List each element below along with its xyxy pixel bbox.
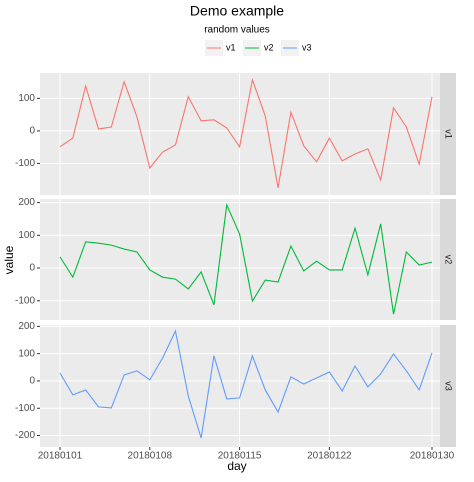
y-tick-label: 100	[18, 93, 35, 104]
y-axis-label: value	[2, 245, 16, 274]
x-tick-label: 20180101	[38, 451, 83, 462]
strip-label: v1	[444, 129, 454, 139]
strip-label: v3	[444, 381, 454, 391]
legend-label: v1	[226, 42, 236, 52]
strip-label: v2	[444, 255, 454, 265]
x-tick-label: 20180115	[218, 451, 262, 462]
x-tick-label: 20180130	[410, 451, 455, 462]
x-tick-label: 20180108	[128, 451, 173, 462]
chart-title: Demo example	[190, 3, 284, 19]
y-tick-label: -100	[15, 295, 35, 306]
y-tick-label: -200	[15, 430, 35, 441]
y-tick-label: -100	[15, 403, 35, 414]
y-tick-label: 200	[18, 321, 35, 332]
series-line	[59, 202, 433, 315]
strip	[440, 73, 456, 195]
y-tick-label: 200	[18, 197, 35, 208]
y-tick-label: 0	[29, 263, 35, 274]
legend-label: v3	[302, 42, 312, 52]
y-tick-label: 100	[18, 348, 35, 359]
strip	[440, 199, 456, 320]
series-line	[59, 77, 433, 188]
y-tick-label: 100	[18, 230, 35, 241]
x-axis-label: day	[227, 459, 246, 473]
legend-title: random values	[204, 25, 270, 36]
y-tick-label: -100	[15, 158, 35, 169]
x-tick-label: 20180122	[307, 451, 352, 462]
legend-label: v2	[264, 42, 274, 52]
strip	[440, 325, 456, 447]
series-line	[59, 329, 433, 439]
y-tick-label: 0	[29, 376, 35, 387]
y-tick-label: 0	[29, 126, 35, 137]
